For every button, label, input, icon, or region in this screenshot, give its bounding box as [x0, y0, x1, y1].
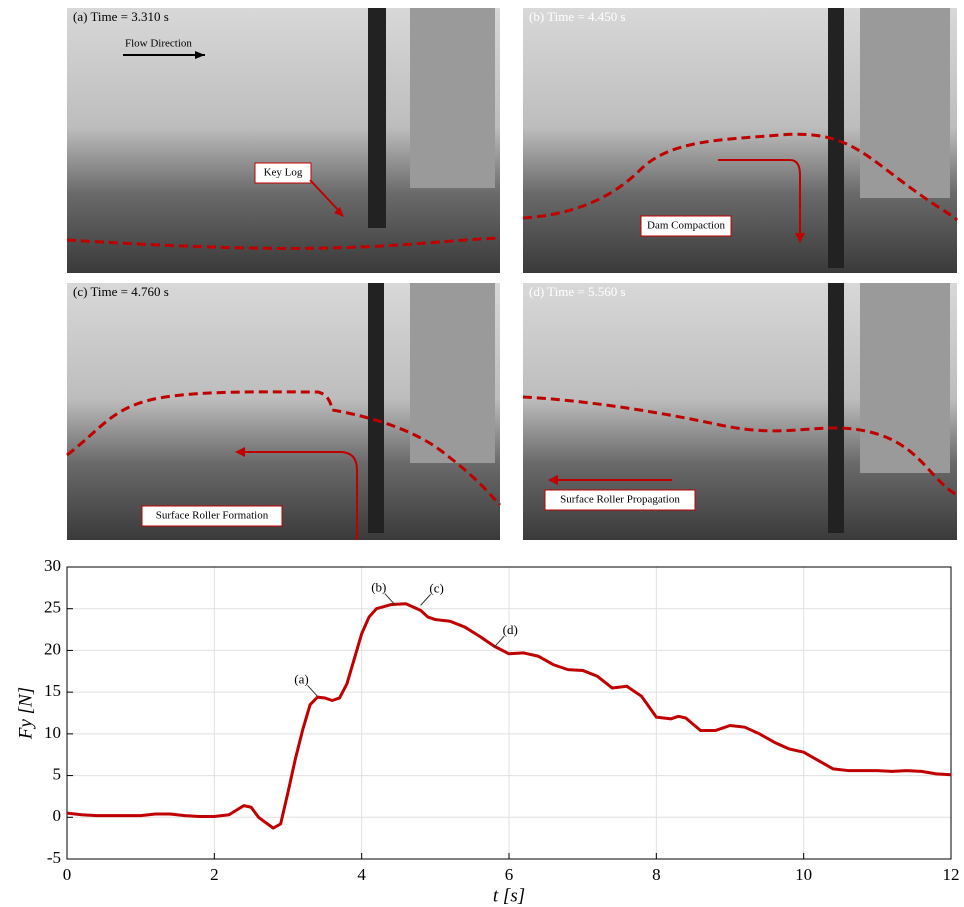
x-tick-label: 0: [63, 865, 72, 884]
annotation: Key Log: [264, 167, 303, 179]
plot-frame: [66, 566, 952, 860]
y-tick-label: 15: [44, 681, 61, 700]
panel-title: (d) Time = 5.560 s: [529, 284, 626, 299]
annotation-leader: [493, 635, 505, 648]
y-tick-label: 5: [53, 764, 62, 783]
panel-title: (c) Time = 4.760 s: [73, 284, 169, 299]
photo-panel: (c) Time = 4.760 s Surface Roller Format…: [66, 283, 502, 540]
x-tick-label: 2: [210, 865, 219, 884]
annotation: Surface Roller Propagation: [560, 494, 680, 506]
x-tick-label: 6: [505, 865, 514, 884]
annotation: (c): [429, 580, 443, 595]
annotation: (a): [294, 671, 308, 686]
annotation-leader: [307, 684, 318, 697]
y-tick-label: 25: [44, 598, 61, 617]
x-tick-label: 12: [943, 865, 960, 884]
x-tick-label: 8: [652, 865, 661, 884]
panel-title: (a) Time = 3.310 s: [73, 9, 169, 24]
data-line: [66, 602, 952, 830]
annotation-leader: [420, 594, 431, 606]
x-tick-label: 4: [357, 865, 366, 884]
annotation-leader: [384, 593, 396, 605]
y-tick-label: -5: [47, 848, 61, 867]
annotation: (b): [371, 580, 386, 595]
y-tick-label: 10: [44, 723, 61, 742]
y-tick-label: 20: [44, 639, 61, 658]
y-axis-label: Fy [N]: [15, 687, 36, 740]
annotation: Surface Roller Formation: [156, 510, 269, 522]
y-tick-label: 30: [44, 556, 61, 575]
photo-panel: (b) Time = 4.450 s Dam Compaction: [522, 8, 958, 273]
annotation: (d): [503, 622, 518, 637]
x-tick-label: 10: [795, 865, 812, 884]
annotation: Flow Direction: [125, 38, 192, 50]
y-tick-label: 0: [53, 806, 62, 825]
x-axis-label: t [s]: [493, 885, 525, 906]
photo-panel: (a) Time = 3.310 s Flow Direction Key Lo…: [66, 8, 501, 273]
panel-title: (b) Time = 4.450 s: [529, 9, 626, 24]
photo-panel: (d) Time = 5.560 s Surface Roller Propag…: [522, 283, 958, 540]
annotation: Dam Compaction: [647, 220, 725, 232]
